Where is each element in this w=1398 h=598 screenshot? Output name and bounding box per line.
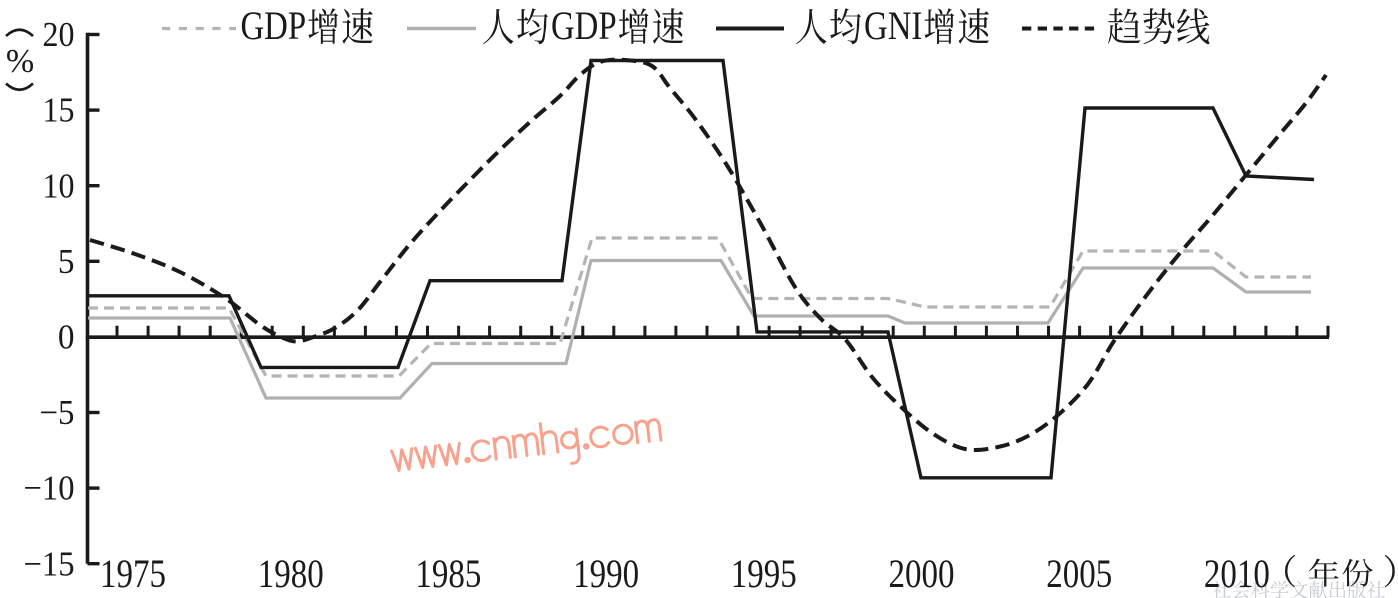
svg-text:1995: 1995 bbox=[731, 551, 797, 596]
svg-text:GDP: GDP bbox=[241, 3, 307, 48]
svg-text:2005: 2005 bbox=[1046, 551, 1112, 596]
svg-text:−15: −15 bbox=[24, 544, 75, 583]
svg-text:2000: 2000 bbox=[889, 551, 955, 596]
svg-text:0: 0 bbox=[58, 318, 75, 357]
svg-text:%: % bbox=[6, 43, 34, 80]
svg-text:−5: −5 bbox=[40, 393, 75, 432]
svg-text:−10: −10 bbox=[24, 469, 75, 508]
svg-text:1975: 1975 bbox=[100, 551, 166, 596]
svg-text:5: 5 bbox=[58, 242, 75, 281]
svg-text:GNI: GNI bbox=[864, 3, 922, 48]
svg-text:2010: 2010 bbox=[1204, 551, 1270, 596]
svg-text:15: 15 bbox=[43, 91, 75, 130]
svg-text:20: 20 bbox=[43, 15, 75, 54]
svg-text:1985: 1985 bbox=[415, 551, 481, 596]
svg-text:10: 10 bbox=[43, 166, 75, 205]
svg-text:GDP: GDP bbox=[551, 3, 617, 48]
svg-text:1980: 1980 bbox=[258, 551, 324, 596]
svg-text:1990: 1990 bbox=[573, 551, 639, 596]
